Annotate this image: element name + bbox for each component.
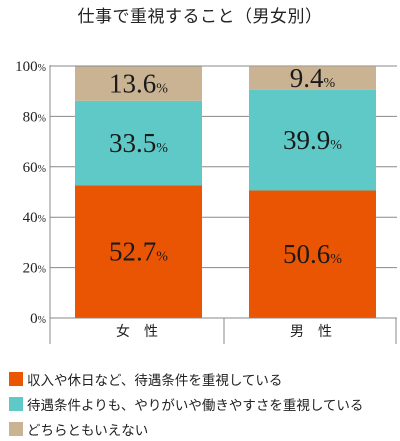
data-label: 52.7% — [109, 237, 168, 267]
y-tick-label: 80% — [23, 109, 46, 125]
x-category-label: 男 性 — [290, 324, 332, 340]
legend-swatch-series-2 — [9, 421, 23, 436]
data-label: 39.9% — [283, 125, 342, 155]
legend-item: どちらともいえない — [9, 416, 363, 441]
data-label: 13.6% — [109, 69, 168, 99]
legend-swatch-series-0 — [9, 371, 23, 386]
bar-segment — [249, 89, 376, 191]
data-label: 50.6% — [283, 239, 342, 269]
data-label: 9.4% — [290, 63, 336, 93]
bar-segment — [75, 100, 202, 186]
legend-label: 待遇条件よりも、やりがいや働きやすさを重視している — [27, 397, 364, 414]
y-tick-label: 20% — [23, 261, 46, 277]
legend-swatch-series-1 — [9, 396, 23, 411]
bar-segment — [249, 190, 376, 318]
y-tick-label: 100% — [15, 59, 46, 75]
x-category-label: 女 性 — [116, 323, 158, 340]
legend-label: 収入や休日など、待遇条件を重視している — [27, 372, 283, 389]
chart-title: 仕事で重視すること（男女別） — [77, 7, 323, 27]
legend-item: 収入や休日など、待遇条件を重視している — [9, 366, 363, 391]
y-tick-label: 60% — [23, 160, 46, 176]
stacked-bar-chart: 52.7% 33.5% 13.6% 50.6% 39.9% 9.4% 0% 20% 40% 60%… — [15, 59, 397, 344]
legend-label: どちらともいえない — [27, 422, 149, 439]
legend-item: 待遇条件よりも、やりがいや働きやすさを重視している — [9, 391, 363, 416]
y-tick-label: 40% — [23, 210, 46, 226]
bar-segment — [75, 185, 202, 318]
legend: 収入や休日など、待遇条件を重視している 待遇条件よりも、やりがいや働きやすさを重… — [9, 366, 363, 441]
data-label: 33.5% — [109, 128, 168, 158]
y-tick-label: 0% — [30, 311, 46, 327]
bar-segment — [75, 66, 202, 101]
bar-segment — [249, 66, 376, 90]
